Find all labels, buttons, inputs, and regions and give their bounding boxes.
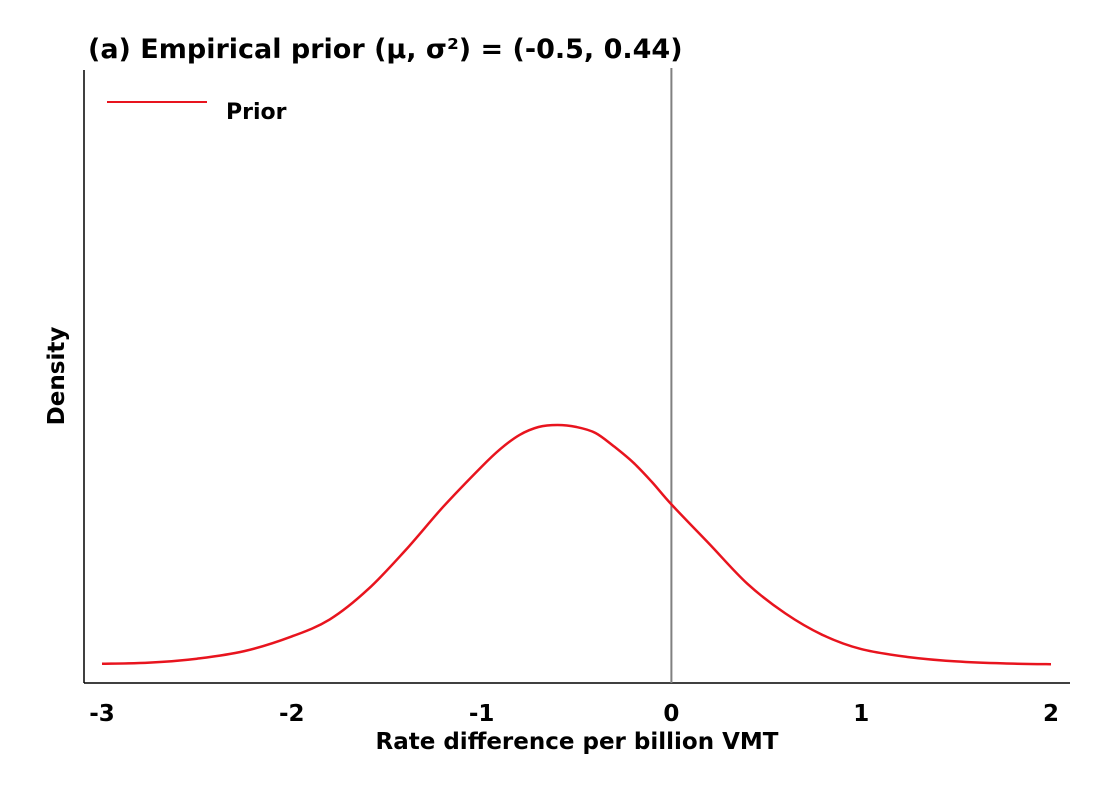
x-tick-label: 2 (1043, 701, 1059, 727)
x-axis-label: Rate difference per billion VMT (376, 729, 779, 755)
x-tick-label: 0 (663, 701, 679, 727)
legend-label-prior: Prior (226, 100, 287, 125)
x-tick-labels: -3 -2 -1 0 1 2 (89, 701, 1059, 727)
x-tick-label: -2 (279, 701, 305, 727)
y-axis-label: Density (44, 327, 70, 426)
prior-density-line (101, 423, 1052, 666)
legend: Prior (107, 100, 287, 125)
chart-title: (a) Empirical prior (μ, σ²) = (-0.5, 0.4… (88, 34, 683, 65)
x-tick-label: -1 (469, 701, 495, 727)
x-tick-label: -3 (89, 701, 115, 727)
x-tick-label: 1 (853, 701, 869, 727)
axes (83, 70, 1070, 684)
